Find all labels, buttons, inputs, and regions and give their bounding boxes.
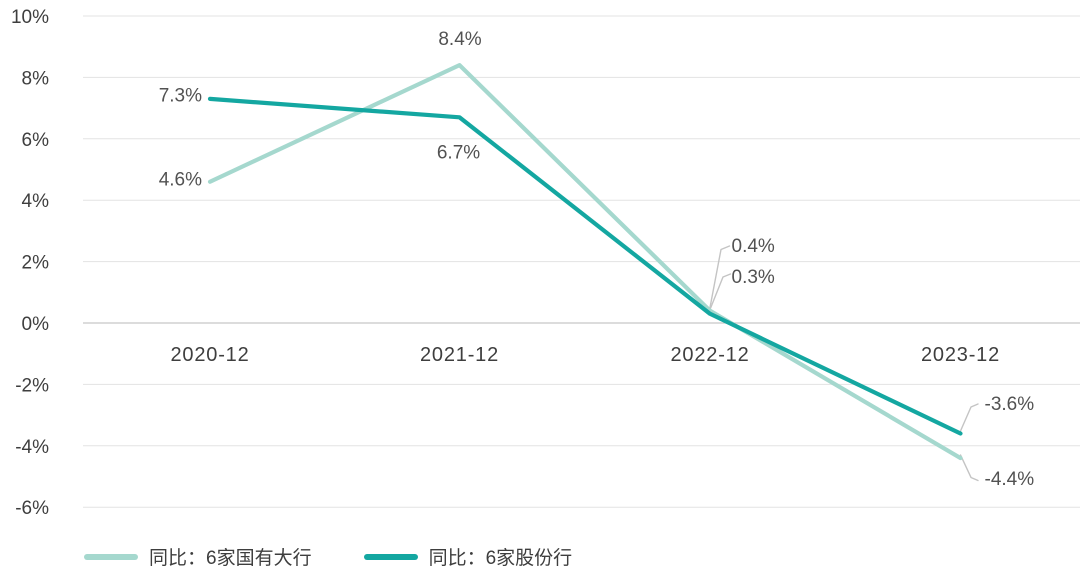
series-line-1[interactable] — [207, 96, 963, 436]
callout-leader-line — [709, 273, 732, 311]
x-axis-label: 2022-12 — [671, 344, 750, 366]
x-axis-label: 2021-12 — [420, 344, 499, 366]
y-axis-label: 8% — [22, 68, 50, 89]
legend-item-0[interactable]: 同比：6家国有大行 — [84, 543, 312, 568]
series-line-0[interactable] — [207, 63, 963, 461]
legend-label: 同比：6家股份行 — [428, 548, 573, 568]
callout-leader-line — [959, 403, 979, 432]
legend: 同比：6家国有大行 同比：6家股份行 — [84, 543, 572, 568]
y-axis-label: -4% — [15, 437, 49, 458]
data-label-0-1: 8.4% — [438, 29, 481, 50]
x-axis-label: 2020-12 — [171, 344, 250, 366]
callout-leader-line — [709, 245, 731, 309]
data-label-1-2: 0.3% — [732, 267, 775, 288]
x-axis-label: 2023-12 — [921, 344, 1000, 366]
data-label-0-0: 4.6% — [159, 170, 202, 191]
legend-item-1[interactable]: 同比：6家股份行 — [363, 543, 573, 568]
y-axis-label: -6% — [15, 498, 49, 519]
data-label-0-3: -4.4% — [985, 469, 1035, 490]
callout-leader-line — [959, 454, 979, 482]
data-label-1-0: 7.3% — [159, 86, 202, 107]
y-axis-label: 0% — [22, 314, 50, 335]
data-label-1-3: -3.6% — [985, 394, 1035, 415]
y-axis-label: 2% — [22, 253, 50, 274]
y-axis-label: 10% — [11, 7, 49, 28]
y-axis-label: 6% — [22, 130, 50, 151]
legend-label: 同比：6家国有大行 — [149, 548, 312, 568]
y-axis-label: -2% — [15, 375, 49, 396]
legend-line-marker — [363, 553, 418, 560]
data-label-0-2: 0.4% — [732, 236, 775, 257]
legend-line-marker — [84, 553, 138, 560]
data-label-1-1: 6.7% — [437, 142, 480, 163]
y-axis-label: 4% — [22, 191, 50, 212]
